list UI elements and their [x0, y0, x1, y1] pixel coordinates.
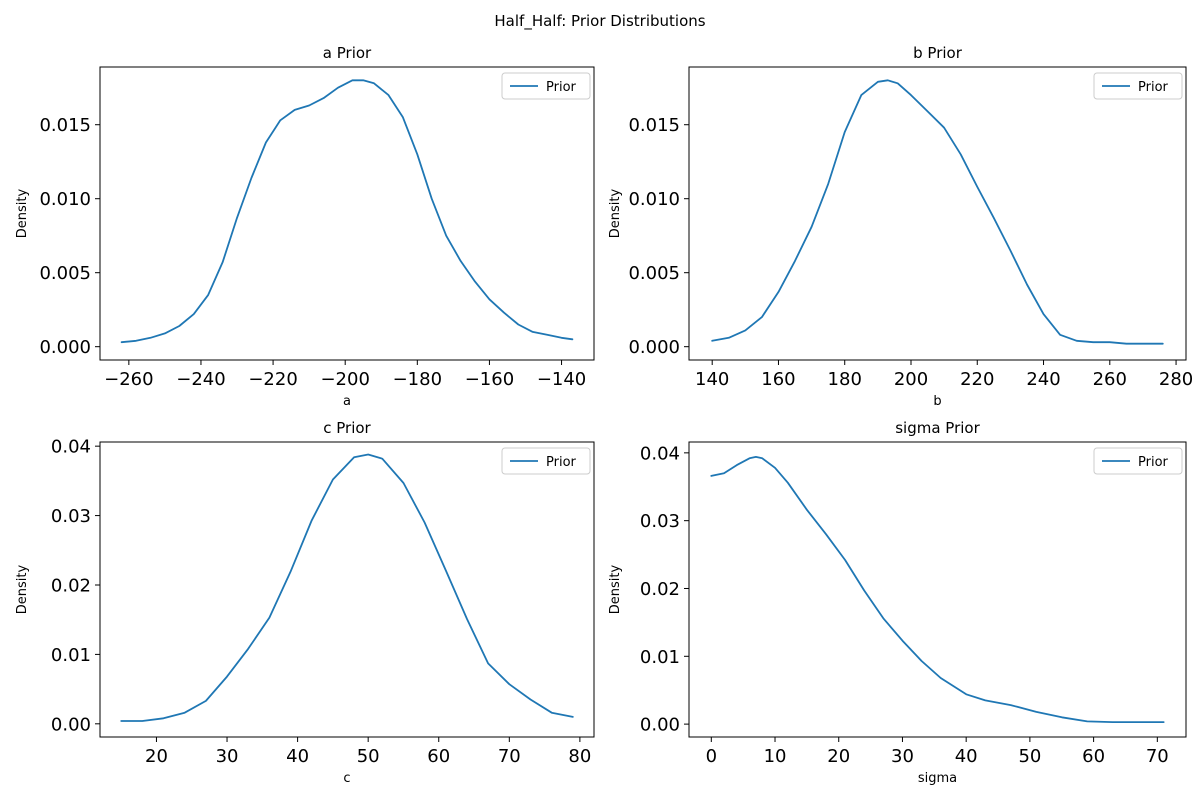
- y-tick-label: 0.005: [628, 263, 680, 284]
- legend: Prior: [501, 72, 591, 100]
- subplot-title: sigma Prior: [895, 419, 980, 437]
- subplot-a-prior: a Prior −260 −240 −220 −200 −180 −160 −140 0.000…: [15, 44, 595, 409]
- series-line-prior: [120, 453, 574, 722]
- x-tick-label: 220: [960, 369, 994, 390]
- y-tick-label: 0.000: [628, 337, 680, 358]
- y-tick-label: 0.01: [640, 647, 680, 668]
- legend: Prior: [1093, 72, 1183, 100]
- y-tick-label: 0.01: [51, 645, 91, 666]
- y-tick-label: 0.000: [39, 337, 91, 358]
- legend-label: Prior: [1138, 455, 1169, 470]
- x-tick-label: −240: [176, 369, 225, 390]
- legend: Prior: [1093, 447, 1183, 475]
- series-line-prior: [711, 79, 1164, 345]
- legend: Prior: [501, 447, 591, 475]
- x-tick-label: −200: [320, 369, 369, 390]
- x-tick-label: 10: [764, 746, 787, 767]
- x-tick-label: −160: [465, 369, 514, 390]
- series-line-prior: [710, 455, 1165, 723]
- x-tick-label: 60: [427, 746, 450, 767]
- x-tick-label: 200: [894, 369, 928, 390]
- figure-title: Half_Half: Prior Distributions: [494, 12, 706, 30]
- x-tick-label: 20: [145, 746, 168, 767]
- x-tick-label: 40: [955, 746, 978, 767]
- x-axis-label: a: [343, 394, 351, 409]
- y-tick-label: 0.005: [39, 263, 91, 284]
- x-tick-label: 140: [695, 369, 729, 390]
- x-tick-label: 30: [891, 746, 914, 767]
- y-axis-label: Density: [15, 188, 30, 238]
- x-tick-label: 160: [761, 369, 795, 390]
- y-tick-label: 0.03: [51, 506, 91, 527]
- x-tick-label: 30: [216, 746, 239, 767]
- subplot-title: a Prior: [323, 44, 372, 62]
- x-tick-label: 280: [1159, 369, 1193, 390]
- x-tick-label: 180: [828, 369, 862, 390]
- y-tick-label: 0.02: [640, 579, 680, 600]
- x-tick-label: −180: [393, 369, 442, 390]
- x-tick-label: 50: [357, 746, 380, 767]
- x-tick-label: 50: [1018, 746, 1041, 767]
- y-tick-label: 0.00: [51, 714, 91, 735]
- x-tick-label: −260: [104, 369, 153, 390]
- legend-label: Prior: [546, 455, 577, 470]
- x-tick-label: −140: [537, 369, 586, 390]
- y-axis-label: Density: [15, 564, 30, 614]
- x-tick-label: 60: [1082, 746, 1105, 767]
- legend-box: [501, 447, 591, 475]
- legend-box: [1093, 447, 1183, 475]
- axes-frame: [688, 66, 1187, 361]
- legend-label: Prior: [1138, 80, 1169, 95]
- subplot-sigma-prior: sigma Prior 0 10 20 30 40 50 60 70 0.00 0.01 0.02 0.…: [608, 419, 1187, 786]
- x-axis-label: sigma: [918, 771, 957, 786]
- subplot-c-prior: c Prior 20 30 40 50 60 70 80 0.00 0.01 0.02 0.03 0.0…: [15, 419, 595, 786]
- y-axis-label: Density: [608, 188, 623, 238]
- y-tick-label: 0.010: [628, 189, 680, 210]
- x-tick-label: 80: [568, 746, 591, 767]
- x-tick-label: 20: [827, 746, 850, 767]
- x-tick-label: 70: [1146, 746, 1169, 767]
- y-tick-label: 0.03: [640, 511, 680, 532]
- legend-box: [1093, 72, 1183, 100]
- axes-frame: [99, 441, 595, 738]
- y-tick-label: 0.04: [640, 443, 680, 464]
- y-tick-label: 0.04: [51, 437, 91, 458]
- x-axis-label: c: [343, 771, 350, 786]
- y-tick-label: 0.02: [51, 575, 91, 596]
- y-tick-label: 0.00: [640, 715, 680, 736]
- subplot-b-prior: b Prior 140 160 180 200 220 240 260 280 0.000 0.00…: [608, 44, 1193, 409]
- x-tick-label: 40: [286, 746, 309, 767]
- legend-label: Prior: [546, 80, 577, 95]
- y-tick-label: 0.015: [39, 115, 91, 136]
- x-axis-label: b: [933, 394, 941, 409]
- y-tick-label: 0.015: [628, 115, 680, 136]
- x-tick-label: 70: [498, 746, 521, 767]
- x-tick-label: 240: [1026, 369, 1060, 390]
- legend-box: [501, 72, 591, 100]
- series-line-prior: [120, 79, 574, 344]
- x-tick-label: −220: [248, 369, 297, 390]
- y-axis-label: Density: [608, 564, 623, 614]
- axes-frame: [99, 66, 595, 361]
- x-tick-label: 260: [1093, 369, 1127, 390]
- y-tick-label: 0.010: [39, 189, 91, 210]
- x-tick-label: 0: [706, 746, 717, 767]
- subplot-title: b Prior: [913, 44, 963, 62]
- subplot-title: c Prior: [323, 419, 371, 437]
- axes-frame: [688, 441, 1187, 738]
